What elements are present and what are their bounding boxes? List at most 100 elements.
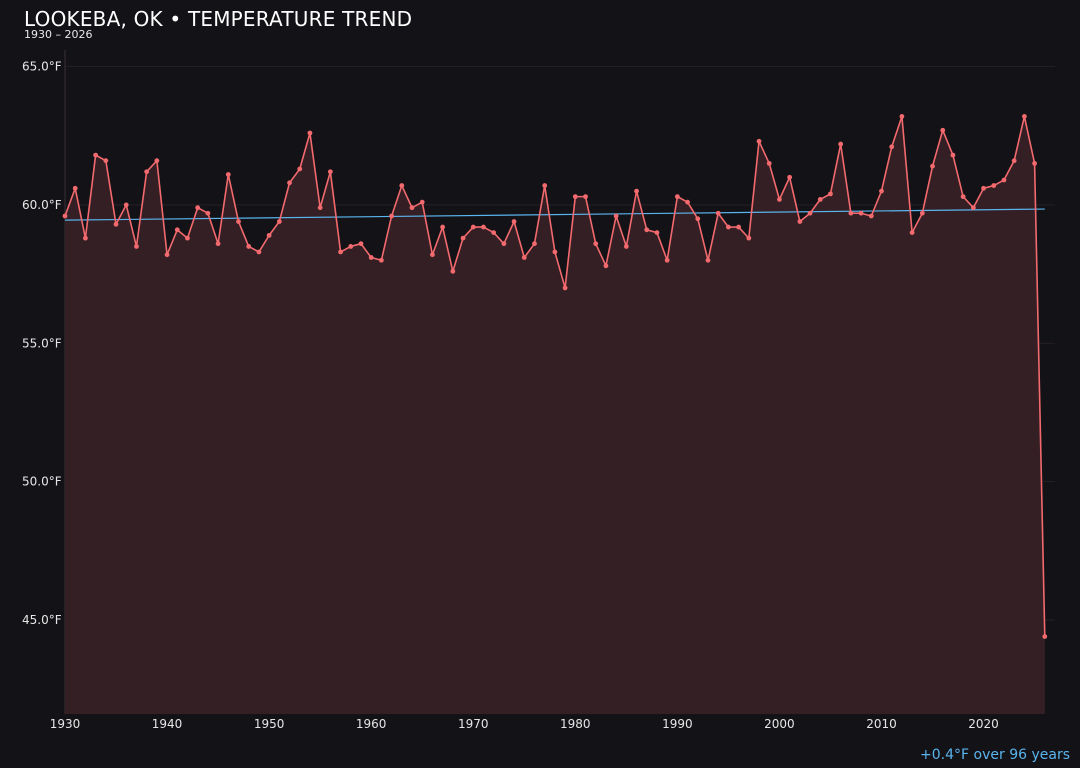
data-point xyxy=(195,205,201,211)
data-point xyxy=(634,188,639,194)
data-point xyxy=(470,224,476,230)
data-point xyxy=(838,141,844,147)
data-point xyxy=(440,224,446,230)
data-point xyxy=(481,224,486,230)
data-point xyxy=(532,241,537,247)
data-point xyxy=(695,216,701,222)
data-point xyxy=(848,210,854,216)
data-point xyxy=(603,263,609,269)
data-point xyxy=(164,252,170,258)
data-point xyxy=(358,241,364,247)
data-point xyxy=(256,249,262,255)
data-point xyxy=(674,194,680,200)
data-point xyxy=(858,210,864,216)
data-point xyxy=(879,188,884,194)
data-point xyxy=(919,210,925,216)
data-point xyxy=(287,180,292,186)
trend-line xyxy=(64,208,1045,221)
data-point xyxy=(654,230,660,236)
data-point xyxy=(726,224,731,230)
y-tick-label: 60.0°F xyxy=(22,198,62,212)
data-point xyxy=(368,255,374,260)
data-point xyxy=(327,169,333,175)
trend-layer xyxy=(64,208,1045,221)
chart-title: LOOKEBA, OK • TEMPERATURE TREND xyxy=(24,7,413,31)
data-point xyxy=(1021,114,1027,119)
data-point xyxy=(62,213,68,219)
y-tick-label: 45.0°F xyxy=(22,613,62,627)
data-point xyxy=(746,235,752,241)
data-point xyxy=(940,127,946,133)
data-point xyxy=(817,197,823,202)
x-tick-label: 1930 xyxy=(50,717,81,731)
x-tick-label: 1970 xyxy=(458,717,489,731)
x-tick-label: 1990 xyxy=(662,717,693,731)
data-point xyxy=(144,169,150,175)
data-point xyxy=(246,244,252,249)
data-point xyxy=(378,257,384,263)
data-point xyxy=(348,244,354,249)
data-point xyxy=(317,205,323,211)
data-point xyxy=(83,235,88,241)
x-tick-label: 2000 xyxy=(764,717,795,731)
data-point xyxy=(787,174,793,180)
x-tick-label: 2020 xyxy=(968,717,999,731)
y-tick-label: 65.0°F xyxy=(22,60,62,74)
data-point xyxy=(572,194,578,200)
data-point xyxy=(185,235,190,241)
data-point xyxy=(562,285,568,291)
y-tick-label: 55.0°F xyxy=(22,336,62,350)
data-point xyxy=(205,210,211,216)
data-point xyxy=(103,158,109,164)
data-point xyxy=(1032,161,1037,166)
data-point xyxy=(307,130,313,136)
data-point xyxy=(93,152,99,158)
data-point xyxy=(766,161,772,166)
data-point xyxy=(583,194,588,200)
data-point xyxy=(664,257,670,263)
data-point xyxy=(889,144,895,150)
data-point xyxy=(797,219,803,224)
data-point xyxy=(297,166,303,172)
data-point xyxy=(460,235,466,241)
data-point xyxy=(623,244,629,249)
data-point xyxy=(685,199,690,205)
data-point xyxy=(225,172,231,177)
data-point xyxy=(521,255,527,260)
data-point xyxy=(736,224,742,230)
data-point xyxy=(1001,177,1007,183)
data-point xyxy=(134,244,139,249)
data-point xyxy=(389,213,394,219)
data-point xyxy=(756,138,762,144)
data-point xyxy=(174,227,180,233)
data-point xyxy=(430,252,435,258)
y-axis-ticks: 45.0°F 50.0°F 55.0°F 60.0°F 65.0°F xyxy=(22,60,62,627)
data-point xyxy=(899,114,905,119)
data-point xyxy=(644,227,650,233)
data-point xyxy=(113,221,119,227)
y-tick-label: 50.0°F xyxy=(22,475,62,489)
trend-summary: +0.4°F over 96 years xyxy=(920,747,1070,763)
data-point xyxy=(491,230,497,236)
data-point xyxy=(991,183,997,188)
data-point xyxy=(828,191,833,197)
data-point xyxy=(450,268,456,274)
data-point xyxy=(715,210,721,216)
data-point xyxy=(154,158,160,164)
data-point xyxy=(777,197,782,202)
data-point xyxy=(419,199,425,205)
chart-subtitle: 1930 – 2026 xyxy=(24,28,93,41)
data-point xyxy=(981,185,986,191)
temperature-area-fill xyxy=(65,116,1045,714)
data-point xyxy=(705,257,711,263)
data-point xyxy=(960,194,966,200)
data-point xyxy=(215,241,221,247)
data-point xyxy=(552,249,558,255)
data-point xyxy=(123,202,129,208)
x-tick-label: 1940 xyxy=(152,717,183,731)
data-point xyxy=(266,232,272,238)
data-point xyxy=(276,219,282,224)
data-point xyxy=(542,183,548,188)
points-layer xyxy=(62,114,1048,639)
